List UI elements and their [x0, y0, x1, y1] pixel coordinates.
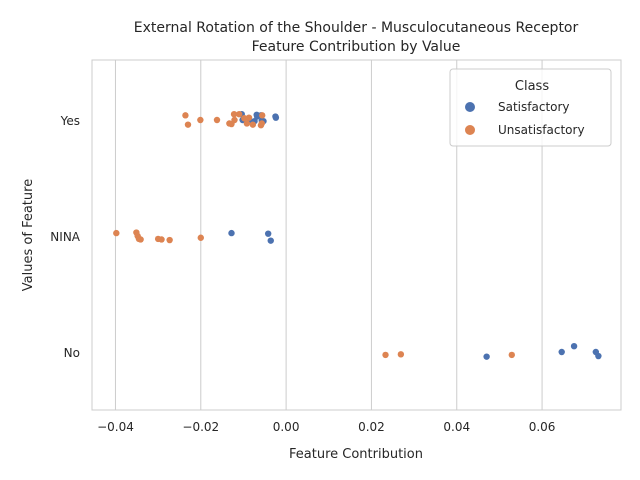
legend-box: [449, 68, 612, 147]
data-point: [228, 229, 235, 237]
data-point: [197, 234, 204, 241]
data-point: [113, 229, 120, 237]
x-tick-label: −0.02: [182, 420, 219, 434]
legend-label-satisfactory: Satisfactory: [498, 100, 570, 114]
y-tick-label: Yes: [60, 114, 80, 128]
data-point: [397, 351, 405, 358]
data-point: [595, 352, 602, 360]
x-tick-label: −0.04: [97, 420, 134, 434]
chart-title-line1: External Rotation of the Shoulder - Musc…: [134, 20, 579, 36]
data-point: [137, 236, 144, 243]
data-point: [243, 120, 251, 127]
legend-marker-unsatisfactory: [465, 125, 475, 135]
legend-marker-satisfactory: [465, 102, 475, 112]
chart-title-line2: Feature Contribution by Value: [252, 39, 461, 55]
data-point: [241, 115, 248, 122]
data-point: [272, 114, 280, 121]
series-unsatisfactory: [113, 111, 515, 359]
data-point: [213, 116, 221, 124]
legend-title: Class: [515, 79, 549, 94]
data-point: [257, 122, 265, 129]
y-tick-label: No: [64, 346, 80, 360]
data-point: [264, 230, 272, 237]
y-tick-label: NINA: [50, 230, 80, 244]
data-point: [508, 351, 515, 359]
data-point: [267, 237, 274, 244]
data-point: [197, 116, 204, 124]
data-point: [558, 348, 565, 356]
legend: Class Satisfactory Unsatisfactory: [449, 68, 612, 147]
x-axis-label: Feature Contribution: [289, 447, 423, 462]
x-tick-label: 0.00: [273, 420, 300, 434]
x-axis-ticks: −0.04 −0.02 0.00 0.02 0.04 0.06: [97, 420, 555, 434]
data-point: [228, 120, 235, 128]
data-point: [382, 351, 389, 359]
x-tick-label: 0.06: [529, 420, 556, 434]
x-tick-label: 0.02: [358, 420, 385, 434]
data-point: [166, 236, 173, 244]
data-point: [235, 111, 243, 118]
data-point: [182, 112, 189, 119]
legend-label-unsatisfactory: Unsatisfactory: [498, 123, 585, 137]
data-point: [158, 236, 165, 243]
points-layer: [113, 111, 602, 360]
plot-frame: [91, 59, 622, 411]
data-point: [184, 121, 192, 128]
data-point: [249, 121, 257, 128]
y-axis-label: Values of Feature: [21, 179, 36, 291]
x-tick-label: 0.04: [443, 420, 470, 434]
y-axis-ticks: Yes NINA No: [50, 114, 80, 360]
data-point: [570, 343, 578, 350]
data-point: [483, 353, 490, 360]
data-point: [245, 114, 253, 121]
data-point: [230, 111, 238, 118]
data-point: [259, 112, 266, 119]
